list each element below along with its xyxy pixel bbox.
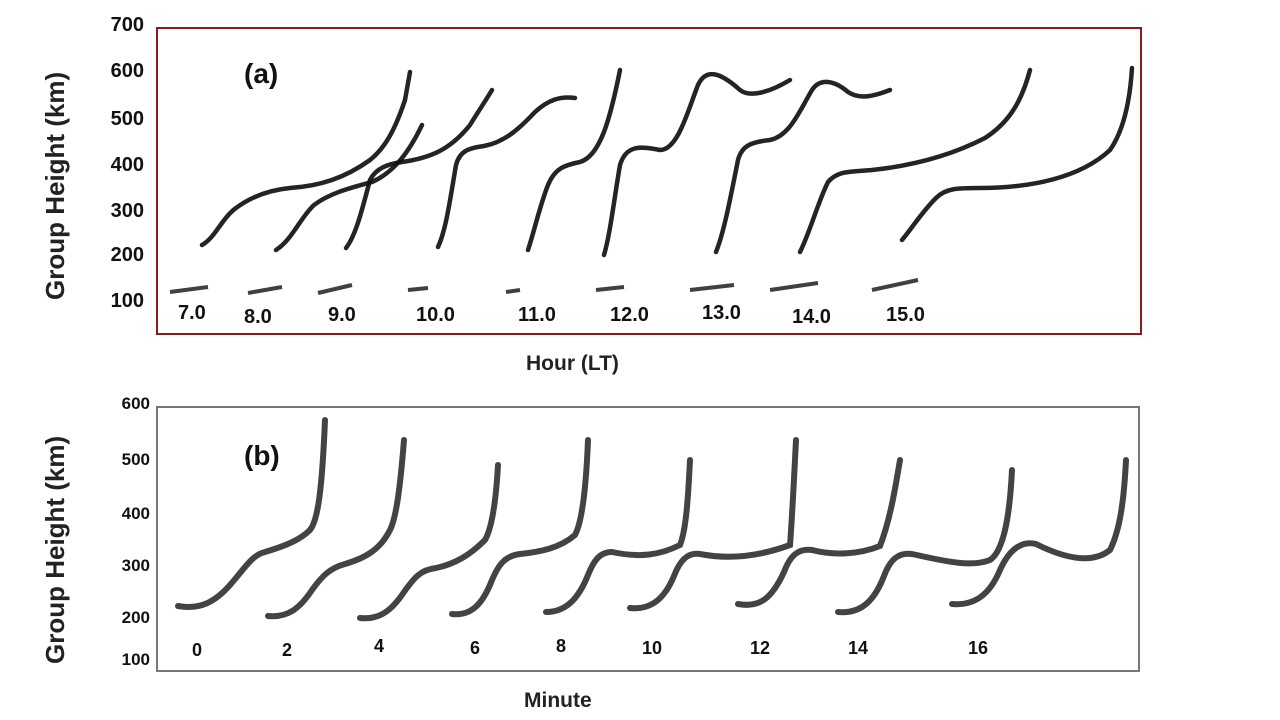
y-tick-a-600: 600 xyxy=(110,60,144,82)
y-tick-b-200: 200 xyxy=(121,608,150,627)
low-echo-a-4 xyxy=(505,288,521,294)
trace-a-3 xyxy=(435,95,578,250)
y-axis-label-a: Group Height (km) xyxy=(40,71,70,300)
x-tick-b-10: 10 xyxy=(642,638,663,658)
trace-b-1 xyxy=(265,437,407,620)
trace-a-4 xyxy=(525,67,623,253)
x-tick-a-8: 8.0 xyxy=(244,306,272,328)
x-tick-a-12: 12.0 xyxy=(610,304,649,326)
low-echo-a-8 xyxy=(871,278,919,292)
trace-a-7 xyxy=(797,67,1033,255)
trace-b-5 xyxy=(627,437,799,612)
low-echo-a-6 xyxy=(689,283,735,292)
x-tick-b-2: 2 xyxy=(282,640,293,660)
panel-label-b: (b) xyxy=(244,440,280,471)
x-tick-a-13: 13.0 xyxy=(702,302,741,324)
low-echo-a-5 xyxy=(595,285,625,292)
trace-b-7 xyxy=(835,467,1015,616)
low-echo-a-2 xyxy=(317,283,353,295)
ionogram-traces-a xyxy=(169,65,1135,295)
x-tick-a-15: 15.0 xyxy=(886,304,925,326)
x-tick-b-14: 14 xyxy=(848,638,869,658)
y-tick-b-400: 400 xyxy=(121,504,150,523)
x-axis-label-b: Minute xyxy=(524,689,592,712)
low-echo-a-7 xyxy=(769,281,819,292)
x-tick-a-10: 10.0 xyxy=(416,304,455,326)
y-tick-a-400: 400 xyxy=(110,154,144,176)
trace-a-2 xyxy=(343,87,495,251)
y-tick-b-600: 600 xyxy=(121,394,150,413)
x-tick-a-7: 7.0 xyxy=(178,302,206,324)
low-echo-a-3 xyxy=(407,286,429,292)
low-echo-a-1 xyxy=(247,285,283,295)
x-axis-label-a: Hour (LT) xyxy=(526,352,619,375)
x-tick-a-11: 11.0 xyxy=(518,304,556,326)
y-tick-a-300: 300 xyxy=(110,200,144,222)
y-tick-a-700: 700 xyxy=(110,14,144,36)
x-tick-b-12: 12 xyxy=(750,638,771,658)
x-tick-b-0: 0 xyxy=(192,640,203,660)
y-tick-a-100: 100 xyxy=(110,290,144,312)
trace-b-2 xyxy=(357,462,501,622)
ionogram-traces-b xyxy=(175,417,1129,622)
trace-b-3 xyxy=(449,437,591,618)
panel-b: Group Height (km) 600 500 400 300 200 10… xyxy=(0,380,1280,720)
x-tick-b-16: 16 xyxy=(968,638,989,658)
x-tick-b-8: 8 xyxy=(556,636,567,656)
y-tick-b-300: 300 xyxy=(121,556,150,575)
trace-a-8 xyxy=(899,65,1135,243)
panel-a: Group Height (km) 700 600 500 400 300 20… xyxy=(40,14,1142,375)
trace-a-6 xyxy=(713,79,893,255)
y-tick-b-100: 100 xyxy=(121,650,150,669)
x-tick-b-6: 6 xyxy=(470,638,481,658)
trace-b-0 xyxy=(175,417,328,610)
trace-b-4 xyxy=(543,457,693,615)
trace-a-0 xyxy=(199,69,413,248)
trace-b-6 xyxy=(735,457,903,608)
trace-b-8 xyxy=(949,457,1129,608)
x-tick-a-14: 14.0 xyxy=(792,306,831,328)
panel-label-a: (a) xyxy=(244,58,279,89)
x-tick-b-4: 4 xyxy=(374,636,385,656)
low-echo-a-0 xyxy=(169,285,209,294)
plot-frame-b xyxy=(156,406,1140,672)
trace-a-5 xyxy=(601,72,793,258)
trace-a-1 xyxy=(273,122,425,253)
y-tick-b-500: 500 xyxy=(121,450,150,469)
x-tick-a-9: 9.0 xyxy=(328,304,356,326)
y-tick-a-200: 200 xyxy=(110,244,144,266)
y-axis-label-b: Group Height (km) xyxy=(40,435,70,664)
y-tick-a-500: 500 xyxy=(110,108,144,130)
